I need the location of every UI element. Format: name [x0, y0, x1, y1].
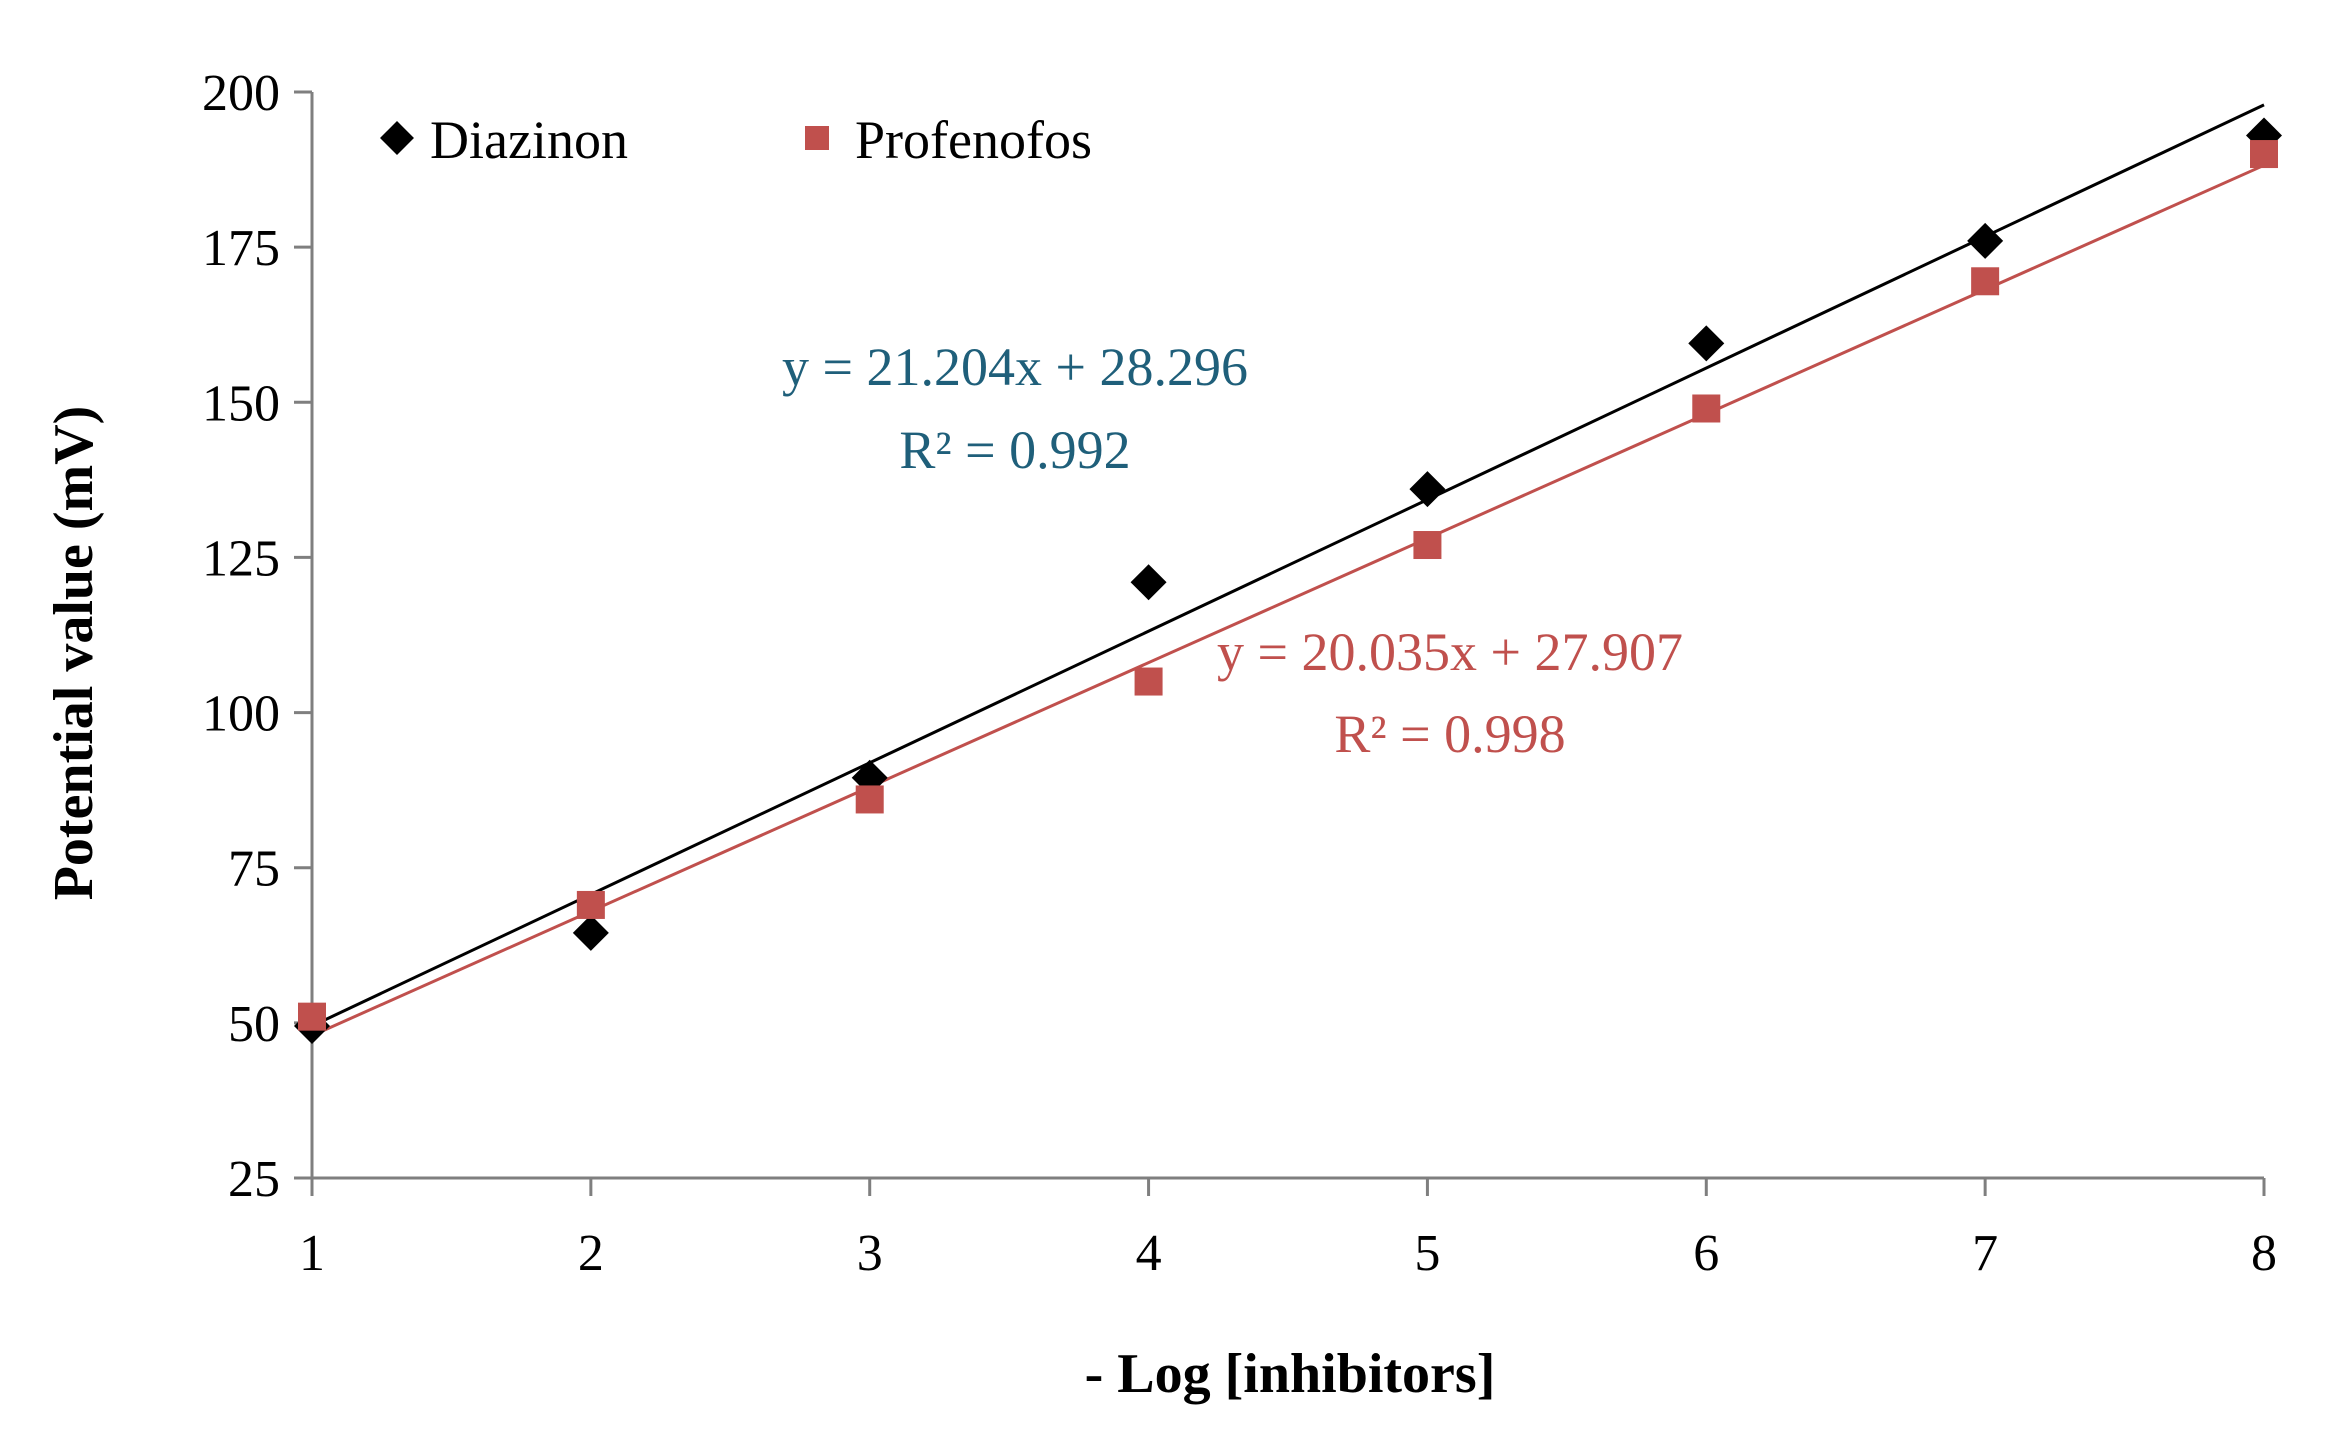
data-point-profenofos [1971, 267, 2000, 296]
legend-label-profenofos: Profenofos [855, 110, 1092, 170]
data-point-diazinon [1130, 564, 1167, 601]
x-tick-label: 4 [1136, 1225, 1162, 1282]
trendline-diazinon [311, 103, 2265, 1028]
legend-item-profenofos: Profenofos [805, 110, 1092, 170]
data-points [294, 117, 2282, 1044]
x-tick-label: 2 [578, 1225, 604, 1282]
x-tick-label: 5 [1414, 1225, 1440, 1282]
legend: Diazinon Profenofos [380, 110, 1092, 170]
data-point-diazinon [1967, 222, 2004, 259]
data-point-diazinon [1409, 471, 1446, 508]
y-tick-label: 200 [202, 65, 280, 122]
data-point-profenofos [1134, 667, 1163, 696]
x-tick-label: 1 [299, 1225, 325, 1282]
legend-item-diazinon: Diazinon [380, 110, 628, 170]
legend-marker-diazinon [380, 121, 414, 155]
data-point-profenofos [1692, 394, 1721, 423]
legend-label-diazinon: Diazinon [430, 110, 628, 170]
data-point-profenofos [855, 785, 884, 814]
y-tick-label: 175 [202, 220, 280, 277]
trendline-label-diazinon: y = 21.204x + 28.296 R² = 0.992 [782, 337, 1248, 480]
axes: 25 50 75 100 125 150 175 200 1 2 3 4 5 6 7 8 [202, 65, 2277, 1282]
y-axis-title: Potential value (mV) [43, 406, 105, 901]
data-point-profenofos [2250, 140, 2278, 169]
equation-diazinon: y = 21.204x + 28.296 [782, 337, 1248, 397]
y-tick-label: 125 [202, 530, 280, 587]
y-tick-label: 100 [202, 686, 280, 743]
y-tick-label: 25 [228, 1151, 280, 1208]
equation-profenofos: y = 20.035x + 27.907 [1217, 622, 1683, 682]
legend-marker-profenofos [805, 126, 829, 150]
r-squared-diazinon: R² = 0.992 [899, 420, 1130, 480]
x-tick-label: 8 [2251, 1225, 2277, 1282]
data-point-profenofos [576, 890, 605, 919]
y-tick-label: 50 [228, 996, 280, 1053]
x-tick-label: 6 [1693, 1225, 1719, 1282]
x-tick-label: 3 [857, 1225, 883, 1282]
x-tick-label: 7 [1972, 1225, 1998, 1282]
data-point-profenofos [298, 1002, 326, 1031]
x-axis-title: - Log [inhibitors] [1085, 1343, 1496, 1405]
trendline-label-profenofos: y = 20.035x + 27.907 R² = 0.998 [1217, 622, 1683, 764]
y-tick-label: 75 [228, 841, 280, 898]
data-point-diazinon [1688, 325, 1725, 362]
data-point-diazinon [572, 914, 609, 951]
data-point-profenofos [1413, 531, 1442, 560]
y-tick-label: 150 [202, 375, 280, 432]
trendline-profenofos [311, 163, 2265, 1037]
trendlines [311, 103, 2265, 1037]
r-squared-profenofos: R² = 0.998 [1334, 704, 1565, 764]
